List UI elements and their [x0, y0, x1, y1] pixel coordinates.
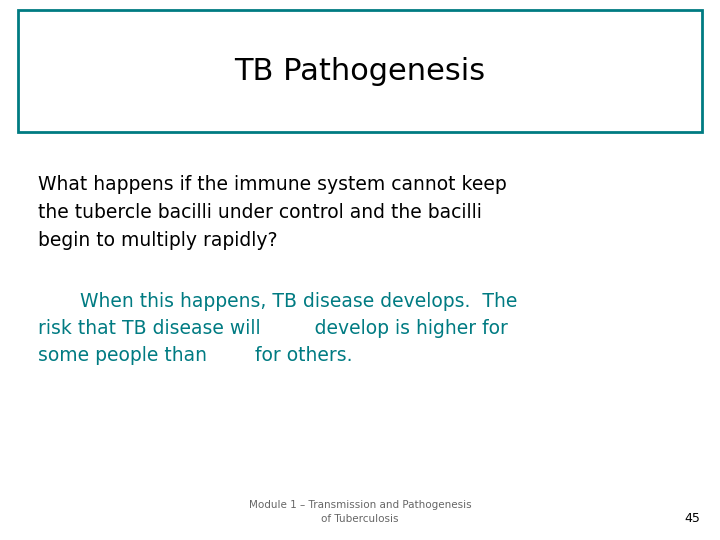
- Text: the tubercle bacilli under control and the bacilli: the tubercle bacilli under control and t…: [38, 203, 482, 222]
- Text: risk that TB disease will         develop is higher for: risk that TB disease will develop is hig…: [38, 319, 508, 338]
- Text: 45: 45: [684, 511, 700, 524]
- FancyBboxPatch shape: [18, 10, 702, 132]
- Text: some people than        for others.: some people than for others.: [38, 346, 353, 365]
- Text: Module 1 – Transmission and Pathogenesis
of Tuberculosis: Module 1 – Transmission and Pathogenesis…: [248, 500, 472, 524]
- Text: begin to multiply rapidly?: begin to multiply rapidly?: [38, 231, 277, 250]
- Text: When this happens, TB disease develops.  The: When this happens, TB disease develops. …: [38, 292, 518, 311]
- Text: TB Pathogenesis: TB Pathogenesis: [235, 57, 485, 85]
- Text: What happens if the immune system cannot keep: What happens if the immune system cannot…: [38, 175, 507, 194]
